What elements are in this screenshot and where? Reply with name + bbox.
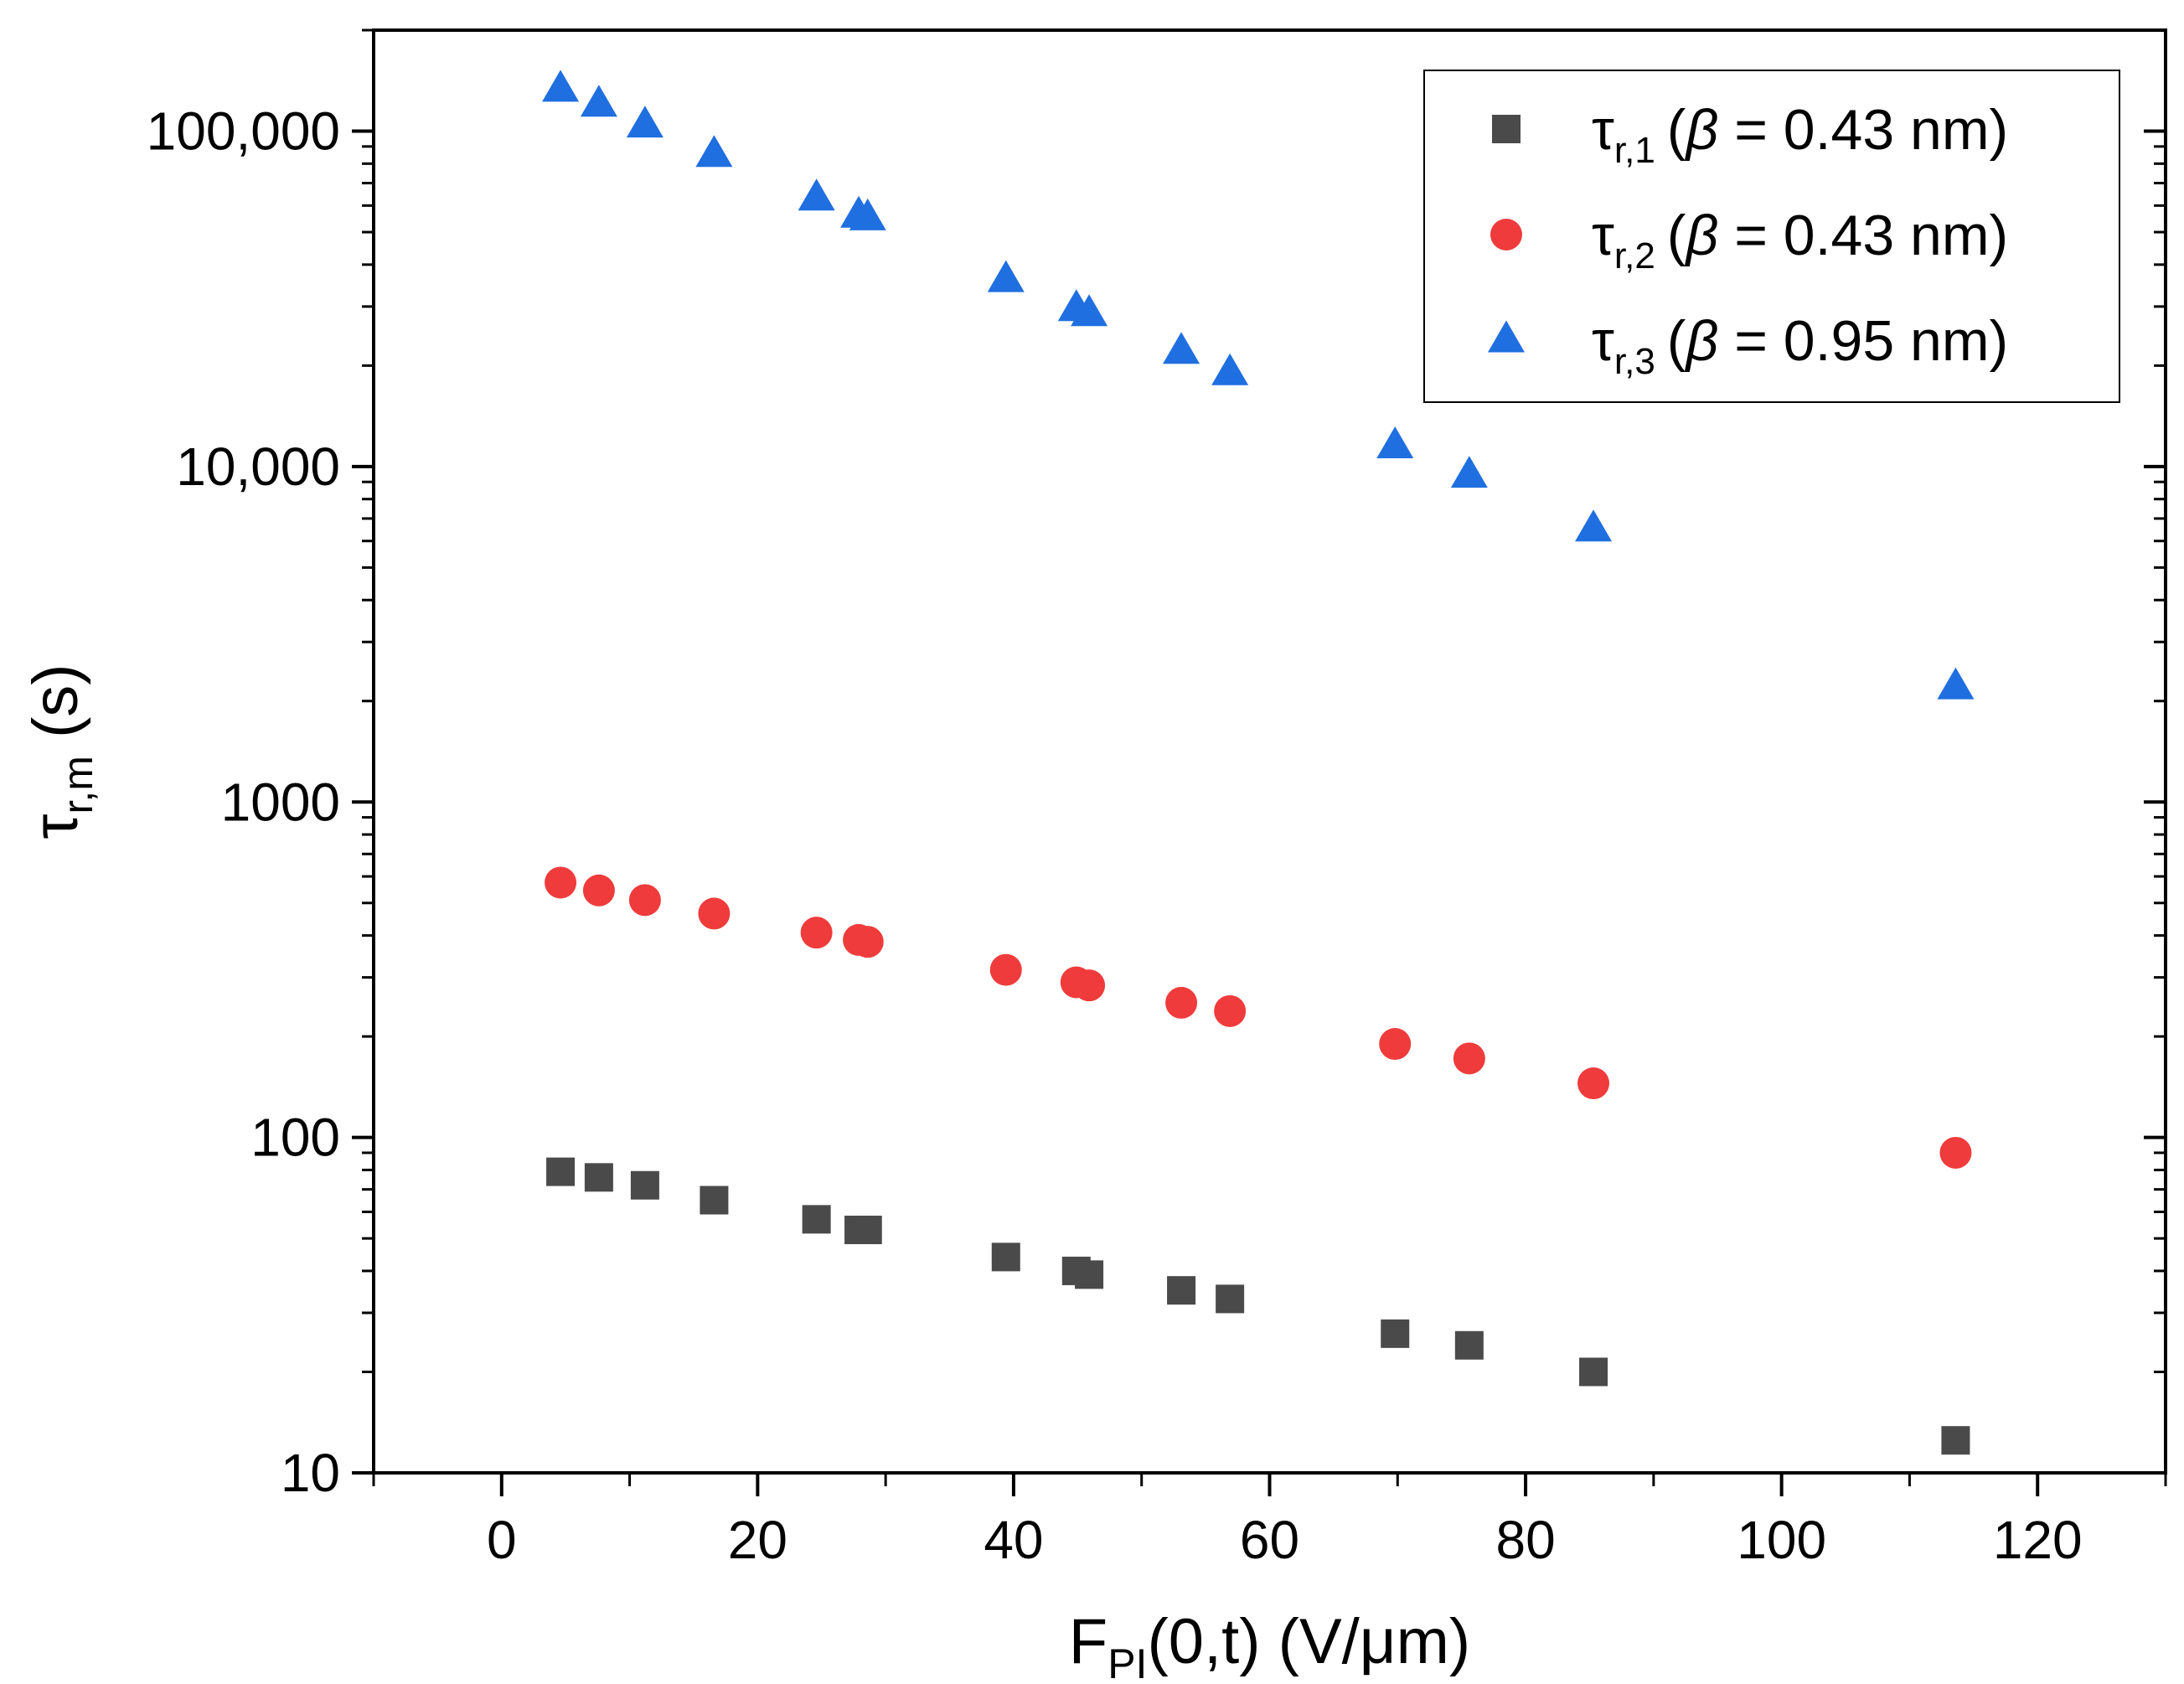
x-axis-title: FPI(0,t) (V/μm) — [1069, 1606, 1470, 1684]
legend-label-paren: ( — [1667, 98, 1686, 162]
x-tick-labels: 0 20 40 60 80 100 120 — [487, 1510, 2083, 1570]
legend-label-tau-r3: τr,3 (β = 0.95 nm) — [1592, 309, 2008, 382]
data-point-tau-r2 — [628, 884, 661, 917]
data-point-tau-r3 — [1211, 353, 1249, 385]
legend-markers — [1488, 115, 1525, 353]
data-point-tau-r2 — [989, 953, 1022, 986]
data-point-tau-r1 — [1216, 1284, 1245, 1314]
data-point-tau-r2 — [1379, 1028, 1412, 1061]
data-point-tau-r1 — [1381, 1319, 1410, 1348]
legend-label-text: = 0.95 nm) — [1718, 309, 2008, 373]
data-point-tau-r2 — [1577, 1067, 1610, 1100]
data-point-tau-r3 — [849, 198, 886, 230]
data-point-tau-r2 — [1073, 969, 1106, 1002]
y-axis-title: τr,m (s) — [20, 664, 101, 839]
x-tick-label: 120 — [1993, 1510, 2083, 1570]
data-point-tau-r2 — [698, 897, 731, 930]
data-point-tau-r2 — [582, 874, 615, 907]
legend-label-sub: r,2 — [1614, 235, 1655, 276]
data-point-tau-r2 — [1165, 986, 1198, 1019]
y-tick-labels: 10 100 1000 10,000 100,000 — [147, 101, 340, 1503]
legend-label-sub: r,3 — [1614, 341, 1655, 382]
series-tau-r2 — [545, 866, 1972, 1169]
data-point-tau-r3 — [987, 260, 1025, 292]
y-tick-label: 10,000 — [176, 436, 340, 497]
legend-marker-tau-r1 — [1492, 115, 1521, 143]
legend-label-beta: β — [1684, 309, 1718, 373]
data-point-tau-r1 — [1941, 1426, 1970, 1455]
data-point-tau-r3 — [1163, 332, 1200, 364]
x-tick-label: 100 — [1737, 1510, 1826, 1570]
data-point-tau-r3 — [626, 106, 663, 138]
plot-frame — [372, 28, 2167, 1475]
series-tau-r3 — [542, 70, 1975, 700]
x-axis-title-main: F — [1069, 1606, 1107, 1677]
data-point-tau-r3 — [542, 70, 580, 102]
data-point-tau-r3 — [1071, 294, 1108, 327]
data-point-tau-r1 — [546, 1157, 576, 1186]
data-point-tau-r1 — [802, 1205, 831, 1234]
x-tick-label: 40 — [984, 1510, 1043, 1570]
legend-label-sub: r,1 — [1614, 130, 1655, 171]
data-point-tau-r3 — [695, 135, 733, 168]
x-axis-title-rest: (0,t) (V/μm) — [1147, 1606, 1470, 1677]
y-tick-label: 10 — [281, 1443, 340, 1503]
data-point-tau-r3 — [1937, 667, 1975, 700]
data-point-tau-r1 — [630, 1170, 659, 1200]
data-point-tau-r3 — [580, 85, 617, 117]
x-tick-label: 0 — [487, 1510, 517, 1570]
data-point-tau-r1 — [700, 1186, 729, 1215]
legend-label-symbol: τ — [1592, 309, 1614, 373]
data-point-tau-r3 — [1575, 509, 1613, 542]
data-point-tau-r1 — [991, 1242, 1020, 1272]
x-axis-title-sub: PI — [1107, 1640, 1147, 1684]
legend-marker-tau-r2 — [1490, 219, 1522, 251]
x-tick-label: 80 — [1495, 1510, 1555, 1570]
y-axis-title-main: τ — [20, 814, 91, 839]
legend-label-text: = 0.43 nm) — [1718, 204, 2008, 267]
data-point-tau-r2 — [851, 926, 884, 958]
y-axis-title-rest: (s) — [20, 664, 91, 756]
data-point-tau-r1 — [584, 1163, 613, 1192]
legend-label-symbol: τ — [1592, 204, 1614, 267]
legend-label-paren: ( — [1667, 204, 1686, 267]
legend-box — [1423, 70, 2120, 403]
data-point-tau-r1 — [1454, 1330, 1484, 1360]
data-point-tau-r1 — [1075, 1260, 1104, 1289]
data-point-tau-r3 — [1376, 426, 1414, 459]
legend-label-symbol: τ — [1592, 98, 1614, 162]
legend-label-tau-r2: τr,2 (β = 0.43 nm) — [1592, 204, 2008, 276]
legend-label-beta: β — [1684, 98, 1718, 162]
legend-label-paren: ( — [1667, 309, 1686, 373]
y-tick-label: 1000 — [221, 772, 340, 832]
series-tau-r1 — [546, 1157, 1970, 1455]
y-tick-label: 100,000 — [147, 101, 340, 162]
major-ticks — [352, 129, 2166, 1496]
data-marks — [542, 70, 1975, 1455]
data-point-tau-r2 — [1939, 1136, 1972, 1169]
legend-label-beta: β — [1684, 204, 1718, 267]
legend-marker-tau-r3 — [1488, 320, 1525, 353]
minor-ticks — [362, 28, 2167, 1486]
data-point-tau-r3 — [1450, 456, 1488, 488]
data-point-tau-r2 — [800, 917, 833, 949]
data-point-tau-r3 — [798, 178, 835, 211]
data-point-tau-r2 — [545, 866, 577, 899]
legend: τr,1 (β = 0.43 nm) τr,2 (β = 0.43 nm) τr,3… — [1423, 70, 2120, 403]
legend-label-tau-r1: τr,1 (β = 0.43 nm) — [1592, 98, 2008, 171]
data-point-tau-r2 — [1214, 994, 1247, 1027]
x-tick-label: 20 — [728, 1510, 787, 1570]
x-tick-label: 60 — [1240, 1510, 1299, 1570]
y-axis-title-sub: r,m — [54, 756, 101, 814]
y-tick-label: 100 — [250, 1108, 340, 1168]
data-point-tau-r1 — [853, 1216, 882, 1245]
data-point-tau-r1 — [1579, 1357, 1608, 1387]
data-point-tau-r1 — [1167, 1276, 1196, 1305]
legend-label-text: = 0.43 nm) — [1718, 98, 2008, 162]
data-point-tau-r2 — [1453, 1042, 1485, 1075]
